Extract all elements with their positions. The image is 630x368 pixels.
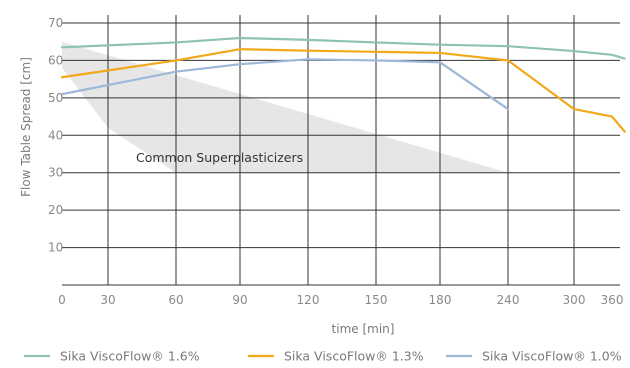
x-tick-label: 30: [100, 293, 115, 307]
y-tick-label: 50: [48, 91, 63, 105]
x-tick-label: 0: [58, 293, 66, 307]
region-annotation: Common Superplasticizers: [136, 150, 303, 165]
x-tick-label: 240: [497, 293, 520, 307]
y-tick-label: 30: [48, 166, 63, 180]
x-tick-label: 120: [297, 293, 320, 307]
tick-layer: 10 20 30 40 50 60 70 0 30 60 90 120 150 180 240 300 360: [48, 16, 623, 307]
series-layer: [60, 36, 626, 133]
legend-label: Sika ViscoFlow® 1.6%: [60, 349, 200, 364]
x-tick-label: 180: [429, 293, 452, 307]
x-tick-label: 360: [601, 293, 624, 307]
legend-item-2: Sika ViscoFlow® 1.3%: [248, 349, 424, 364]
legend-item-3: Sika ViscoFlow® 1.0%: [446, 349, 622, 364]
x-tick-label: 60: [168, 293, 183, 307]
series-line-1: [60, 36, 626, 60]
series-line-2: [60, 48, 626, 133]
y-tick-label: 20: [48, 203, 63, 217]
y-tick-label: 60: [48, 53, 63, 67]
legend: Sika ViscoFlow® 1.6% Sika ViscoFlow® 1.3%…: [24, 349, 622, 364]
x-tick-label: 90: [232, 293, 247, 307]
x-axis-title: time [min]: [332, 322, 395, 336]
x-tick-label: 150: [365, 293, 388, 307]
superplasticizer-region-layer: [62, 41, 508, 173]
y-tick-label: 10: [48, 241, 63, 255]
annotation-layer: Common Superplasticizers: [136, 150, 303, 165]
legend-label: Sika ViscoFlow® 1.0%: [482, 349, 622, 364]
x-tick-label: 300: [563, 293, 586, 307]
y-tick-label: 40: [48, 128, 63, 142]
y-tick-label: 70: [48, 16, 63, 30]
series-line-3: [60, 58, 510, 111]
legend-label: Sika ViscoFlow® 1.3%: [284, 349, 424, 364]
legend-item-1: Sika ViscoFlow® 1.6%: [24, 349, 200, 364]
superplasticizer-region: [62, 41, 508, 173]
y-axis-title: Flow Table Spread [cm]: [19, 57, 33, 197]
